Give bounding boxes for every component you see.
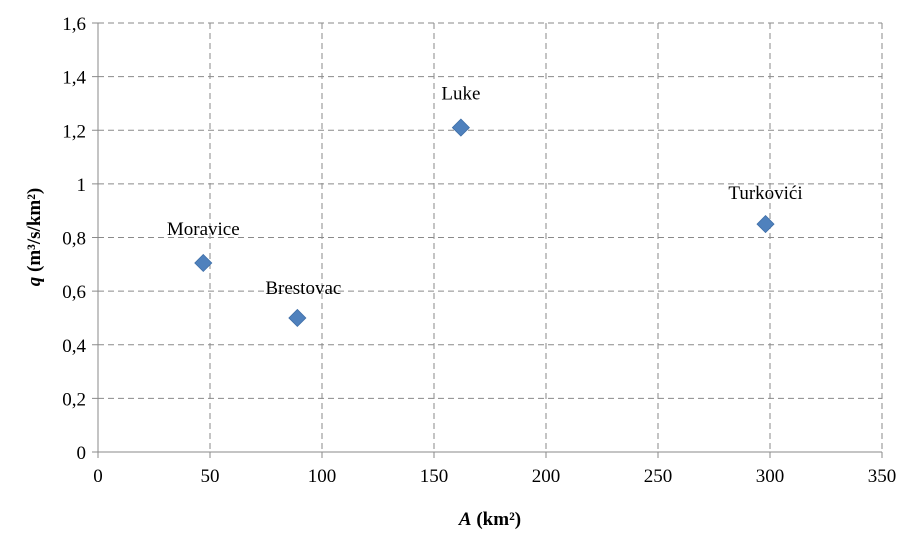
y-tick-label: 0,6	[62, 282, 86, 303]
data-point-marker	[194, 253, 213, 273]
y-tick-label: 0,8	[62, 229, 86, 250]
data-point-label: Moravice	[167, 219, 240, 240]
data-point-marker	[451, 118, 470, 137]
data-point-label: Brestovac	[265, 278, 341, 299]
x-tick-label: 250	[644, 466, 673, 487]
x-tick-label: 300	[756, 466, 785, 487]
x-axis-unit: (km²)	[476, 509, 521, 530]
y-tick-label: 0	[77, 443, 87, 464]
data-point-marker	[288, 308, 307, 328]
x-tick-label: 350	[868, 466, 897, 487]
x-axis-var: A	[458, 509, 472, 530]
x-tick-label: 150	[420, 466, 449, 487]
y-tick-labels: 0 0,2 0,4 0,6 0,8 1 1,2 1,4 1,6	[62, 14, 86, 464]
x-tick-label: 100	[308, 466, 337, 487]
x-tick-label: 50	[201, 466, 220, 487]
data-point-label: Luke	[441, 84, 480, 105]
y-tick-label: 1	[77, 175, 87, 196]
axes	[92, 22, 883, 458]
x-tick-labels: 0 50 100 150 200 250 300 350	[93, 466, 896, 487]
y-axis-unit: (m³/s/km²)	[24, 188, 45, 272]
grid	[98, 22, 883, 452]
y-tick-label: 0,4	[62, 336, 86, 357]
data-point-label: Turkovići	[728, 183, 802, 204]
y-axis-title: q (m³/s/km²)	[24, 188, 45, 286]
y-tick-label: 0,2	[62, 389, 86, 410]
data-point-marker	[756, 215, 775, 234]
y-tick-label: 1,2	[62, 121, 86, 142]
x-axis-title: A (km²)	[458, 509, 521, 530]
y-tick-label: 1,4	[62, 68, 86, 89]
y-axis-var: q	[24, 276, 45, 286]
x-tick-label: 0	[93, 466, 103, 487]
point-labels: Moravice Brestovac Luke Turkovići	[167, 84, 803, 299]
data-points	[194, 118, 775, 328]
x-tick-label: 200	[532, 466, 561, 487]
y-tick-label: 1,6	[62, 14, 86, 35]
